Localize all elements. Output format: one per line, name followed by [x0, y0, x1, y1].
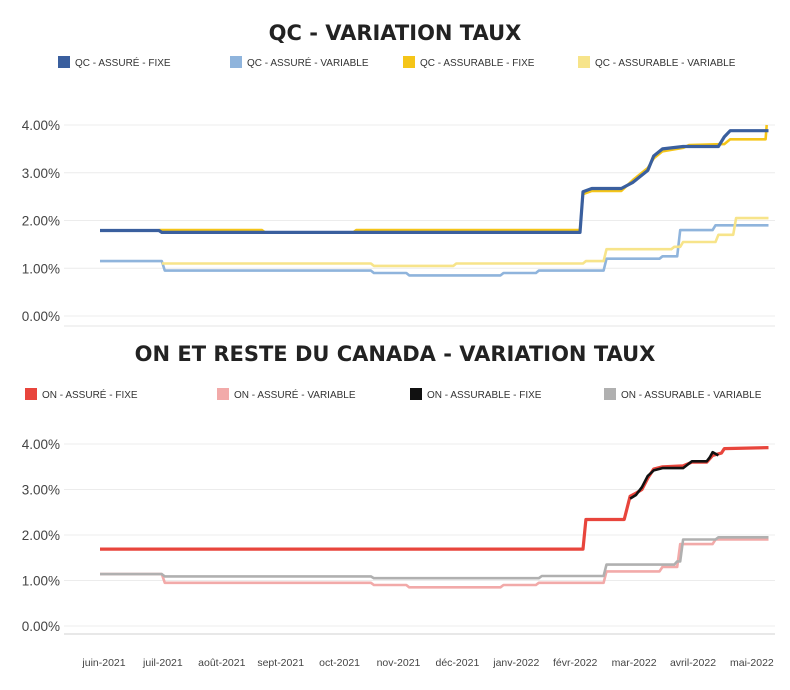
- legend-label: ON - ASSURABLE - FIXE: [427, 390, 542, 401]
- y-tick-label: 0.00%: [22, 619, 60, 634]
- x-tick-label: oct-2021: [319, 657, 360, 669]
- x-tick-label: nov-2021: [377, 657, 421, 669]
- y-tick-label: 2.00%: [22, 528, 60, 543]
- series-line: [100, 538, 769, 589]
- y-tick-label: 1.00%: [22, 261, 60, 276]
- legend-swatch: [58, 56, 70, 68]
- x-tick-label: déc-2021: [436, 657, 480, 669]
- x-tick-label: juil-2021: [142, 657, 183, 669]
- qc-rate-chart: QC - VARIATION TAUX 0.00% 1.00% 2.00% 3.00%…: [22, 21, 775, 327]
- legend-swatch: [604, 388, 616, 400]
- y-tick-label: 4.00%: [22, 437, 60, 452]
- x-tick-label: juin-2021: [81, 657, 125, 669]
- y-tick-label: 2.00%: [22, 214, 60, 229]
- series-line: [158, 124, 768, 234]
- legend-label: QC - ASSURABLE - FIXE: [420, 58, 535, 69]
- y-tick-label: 4.00%: [22, 118, 60, 133]
- legend-swatch: [403, 56, 415, 68]
- legend-label: QC - ASSURÉ - FIXE: [75, 56, 171, 69]
- series-line: [629, 450, 720, 500]
- legend-swatch: [578, 56, 590, 68]
- x-tick-label: sept-2021: [257, 657, 304, 669]
- legend-label: ON - ASSURÉ - FIXE: [42, 388, 138, 401]
- x-tick-label: août-2021: [198, 657, 245, 669]
- legend-swatch: [25, 388, 37, 400]
- x-tick-label: avril-2022: [670, 657, 716, 669]
- legend-label: ON - ASSURABLE - VARIABLE: [621, 390, 762, 401]
- legend-label: QC - ASSURABLE - VARIABLE: [595, 58, 736, 69]
- legend-label: ON - ASSURÉ - VARIABLE: [234, 388, 356, 401]
- legend-swatch: [217, 388, 229, 400]
- legend-swatch: [230, 56, 242, 68]
- x-tick-label: janv-2022: [492, 657, 539, 669]
- series-line: [100, 129, 769, 234]
- x-tick-label: févr-2022: [553, 657, 598, 669]
- series-line: [100, 224, 769, 277]
- series-line: [100, 536, 769, 580]
- legend-label: QC - ASSURÉ - VARIABLE: [247, 56, 369, 69]
- legend-swatch: [410, 388, 422, 400]
- series-line: [100, 446, 769, 551]
- y-tick-label: 1.00%: [22, 574, 60, 589]
- chart-title-on: ON ET RESTE DU CANADA - VARIATION TAUX: [135, 342, 656, 366]
- x-tick-label: mar-2022: [612, 657, 657, 669]
- y-tick-label: 3.00%: [22, 483, 60, 498]
- y-tick-label: 0.00%: [22, 309, 60, 324]
- y-tick-label: 3.00%: [22, 166, 60, 181]
- x-tick-label: mai-2022: [730, 657, 774, 669]
- on-canada-rate-chart: ON ET RESTE DU CANADA - VARIATION TAUX 0…: [22, 342, 775, 669]
- series-line: [161, 216, 769, 268]
- chart-title-qc: QC - VARIATION TAUX: [269, 21, 522, 45]
